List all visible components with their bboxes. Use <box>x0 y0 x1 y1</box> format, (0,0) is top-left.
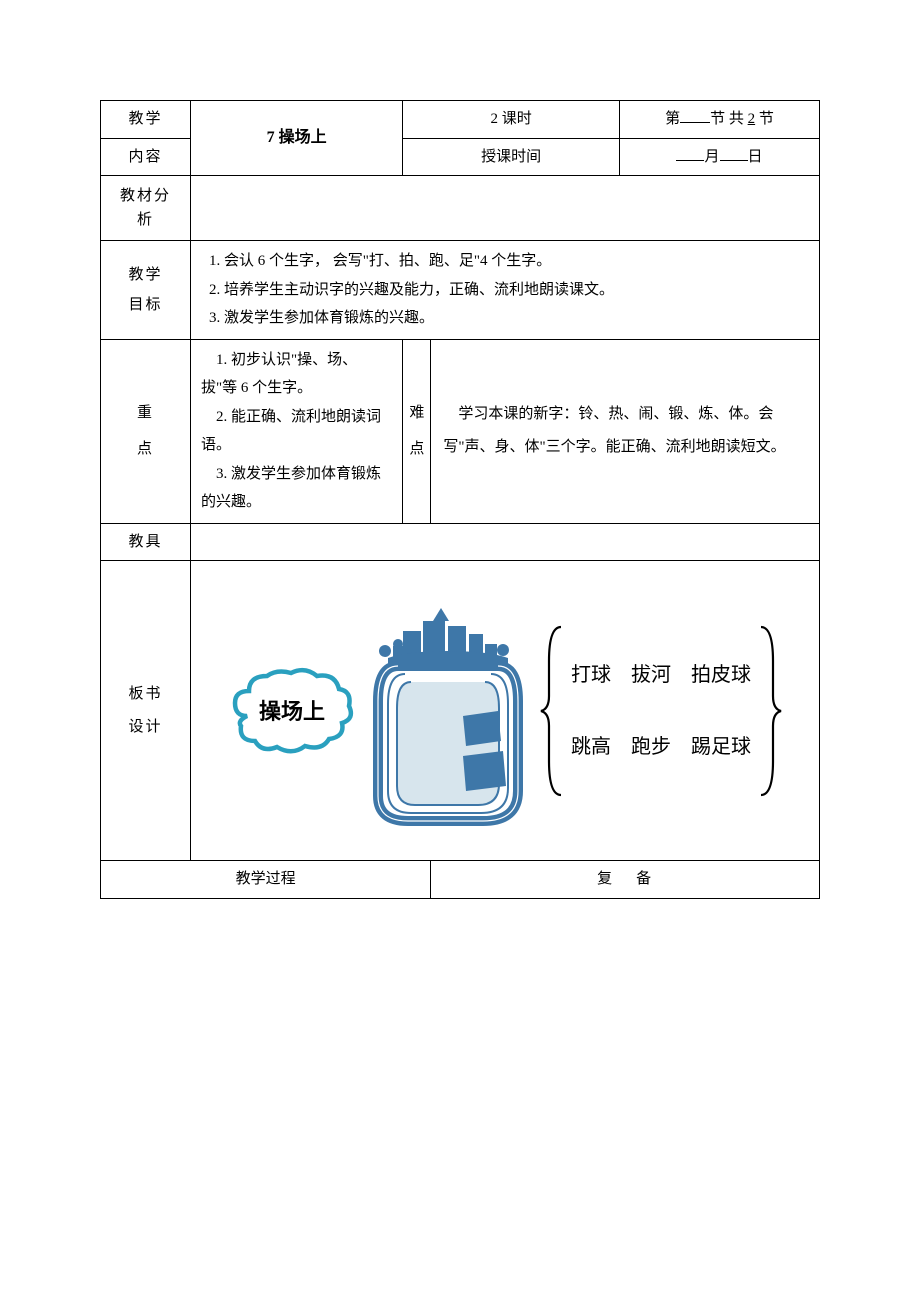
period-blank-1 <box>680 107 710 124</box>
objective-2: 2. 培养学生主动识字的兴趣及能力，正确、流利地朗读课文。 <box>209 276 801 305</box>
key-1: 1. 初步认识"操、场、拔"等 6 个生字。 <box>201 346 392 403</box>
material-analysis-text: 教材分析 <box>101 184 190 232</box>
objectives-label-text: 教学目标 <box>101 260 190 320</box>
act-1a: 打球 <box>571 659 611 691</box>
difficulty-content: 学习本课的新字：铃、热、闹、锻、炼、体。会写"声、身、体"三个字。能正确、流利地… <box>431 339 820 523</box>
period-suffix: 节 <box>759 111 774 127</box>
left-brace-icon <box>539 621 565 801</box>
period-mid: 节 共 <box>710 111 744 127</box>
class-hours: 2 课时 <box>403 101 620 139</box>
act-2b: 跑步 <box>631 731 671 763</box>
act-2c: 踢足球 <box>691 731 751 763</box>
act-2a: 跳高 <box>571 731 611 763</box>
act-1b: 拔河 <box>631 659 671 691</box>
stadium-icon <box>363 596 533 826</box>
difficulty-label-text: 难点 <box>407 395 426 467</box>
teaching-content-label-2: 内容 <box>101 138 191 176</box>
tools-label: 教具 <box>101 523 191 561</box>
period-info: 第 节 共 2 节 <box>620 101 820 139</box>
teaching-process-label: 教学过程 <box>101 861 431 899</box>
lesson-plan-table: 教学 7 操场上 2 课时 第节 共 2 节 内容 授课时间 月日 教材分析 教… <box>100 100 820 899</box>
activities-row-2: 跳高 跑步 踢足球 <box>571 731 751 763</box>
buildings-icon <box>388 608 508 666</box>
key-points-content: 1. 初步认识"操、场、拔"等 6 个生字。 2. 能正确、流利地朗读词语。 3… <box>191 339 403 523</box>
material-analysis-label: 教材分析 <box>101 176 191 241</box>
material-analysis-content <box>191 176 820 241</box>
period-prefix: 第 <box>665 111 680 127</box>
objective-3: 3. 激发学生参加体育锻炼的兴趣。 <box>209 304 801 333</box>
month-suffix: 月 <box>704 149 719 165</box>
lesson-title: 7 操场上 <box>191 101 403 176</box>
board-design-content: 操场上 <box>191 561 820 861</box>
tools-content <box>191 523 820 561</box>
cloud-icon: 操场上 <box>227 661 357 761</box>
day-blank <box>720 144 748 161</box>
key-points-label: 重点 <box>101 339 191 523</box>
month-blank <box>676 144 704 161</box>
activities-list: 打球 拔河 拍皮球 跳高 跑步 踢足球 <box>571 659 751 763</box>
day-suffix: 日 <box>748 149 763 165</box>
cloud-text: 操场上 <box>259 699 325 724</box>
act-1c: 拍皮球 <box>691 659 751 691</box>
teaching-content-label-1: 教学 <box>101 101 191 139</box>
period-total: 2 <box>748 111 756 127</box>
board-design-label-text: 板书设计 <box>101 678 190 744</box>
activities-row-1: 打球 拔河 拍皮球 <box>571 659 751 691</box>
objectives-label: 教学目标 <box>101 241 191 340</box>
board-diagram: 操场上 <box>199 596 811 826</box>
right-brace-icon <box>757 621 783 801</box>
difficulty-label: 难点 <box>403 339 431 523</box>
teaching-time-label: 授课时间 <box>403 138 620 176</box>
objectives-content: 1. 会认 6 个生字， 会写"打、拍、跑、足"4 个生字。 2. 培养学生主动… <box>191 241 820 340</box>
board-design-label: 板书设计 <box>101 561 191 861</box>
objective-1: 1. 会认 6 个生字， 会写"打、拍、跑、足"4 个生字。 <box>209 247 801 276</box>
key-points-label-text: 重点 <box>101 395 190 467</box>
review-label: 复备 <box>431 861 820 899</box>
teaching-time-value: 月日 <box>620 138 820 176</box>
key-2: 2. 能正确、流利地朗读词语。 <box>201 403 392 460</box>
key-3: 3. 激发学生参加体育锻炼的兴趣。 <box>201 460 392 517</box>
